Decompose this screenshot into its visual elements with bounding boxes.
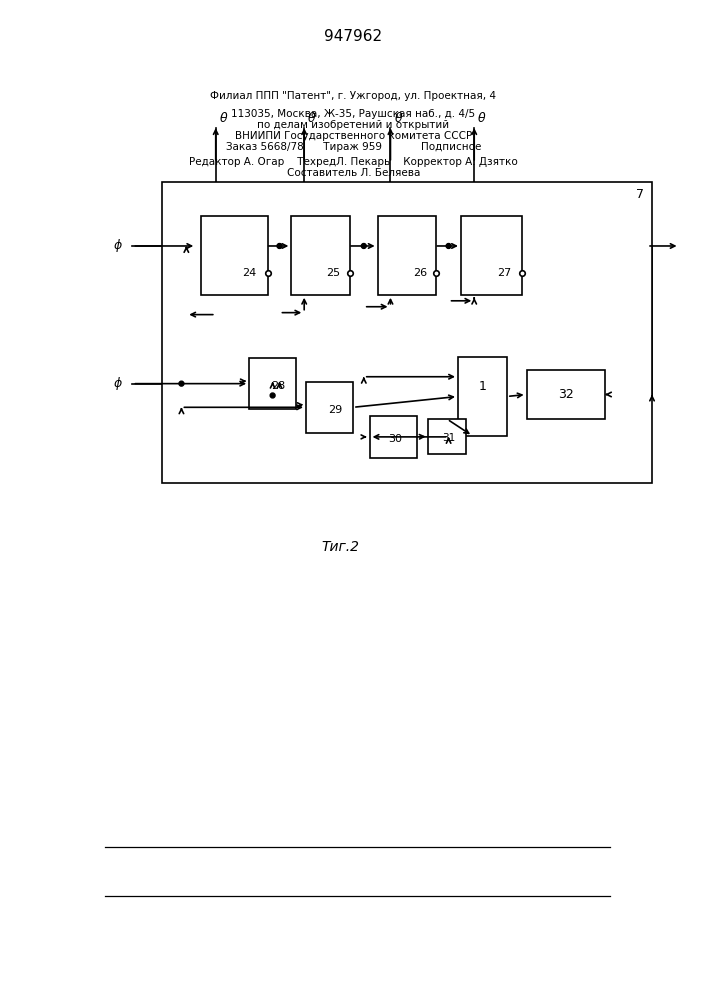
Text: $\theta$: $\theta$ <box>394 111 403 125</box>
Text: Составитель Л. Беляева: Составитель Л. Беляева <box>287 168 420 178</box>
Text: $\theta$: $\theta$ <box>219 111 228 125</box>
Bar <box>428 419 466 454</box>
Bar <box>527 370 605 419</box>
Circle shape <box>270 393 275 398</box>
Text: 7: 7 <box>636 188 644 201</box>
Text: 31: 31 <box>443 433 455 443</box>
Circle shape <box>446 244 451 248</box>
Bar <box>461 216 522 295</box>
Circle shape <box>179 381 184 386</box>
Text: 947962: 947962 <box>324 29 382 44</box>
Bar <box>370 416 416 458</box>
Text: 30: 30 <box>389 434 402 444</box>
Text: $\theta$: $\theta$ <box>308 111 317 125</box>
Text: 113035, Москва, Ж-35, Раушская наб., д. 4/5: 113035, Москва, Ж-35, Раушская наб., д. … <box>231 109 476 119</box>
Text: Филиал ППП "Патент", г. Ужгород, ул. Проектная, 4: Филиал ППП "Патент", г. Ужгород, ул. Про… <box>211 91 496 101</box>
Text: 25: 25 <box>327 268 341 278</box>
Bar <box>201 216 268 295</box>
Bar <box>306 382 353 433</box>
Bar <box>162 182 652 483</box>
Bar <box>458 357 507 436</box>
Text: Заказ 5668/78      Тираж 959            Подписное: Заказ 5668/78 Тираж 959 Подписное <box>226 142 481 152</box>
Bar <box>378 216 436 295</box>
Circle shape <box>361 244 366 248</box>
Text: 26: 26 <box>413 268 427 278</box>
Text: по делам изобретений и открытий: по делам изобретений и открытий <box>257 120 450 130</box>
Text: $\phi$: $\phi$ <box>113 375 122 392</box>
Text: 28: 28 <box>271 381 286 391</box>
Text: 32: 32 <box>558 388 573 401</box>
Text: Τиг.2: Τиг.2 <box>321 540 359 554</box>
Bar <box>249 358 296 409</box>
Text: $\phi$: $\phi$ <box>113 237 122 254</box>
Text: 27: 27 <box>498 268 512 278</box>
Text: ВНИИПИ Государственного комитета СССР: ВНИИПИ Государственного комитета СССР <box>235 131 472 141</box>
Text: 29: 29 <box>328 405 342 415</box>
Text: 1: 1 <box>479 380 486 393</box>
Text: 24: 24 <box>242 268 256 278</box>
Text: Редактор А. Огар    ТехредЛ. Пекарь    Корректор А. Дзятко: Редактор А. Огар ТехредЛ. Пекарь Коррект… <box>189 157 518 167</box>
Bar <box>291 216 350 295</box>
Circle shape <box>277 244 282 248</box>
Text: $\theta$: $\theta$ <box>477 111 486 125</box>
